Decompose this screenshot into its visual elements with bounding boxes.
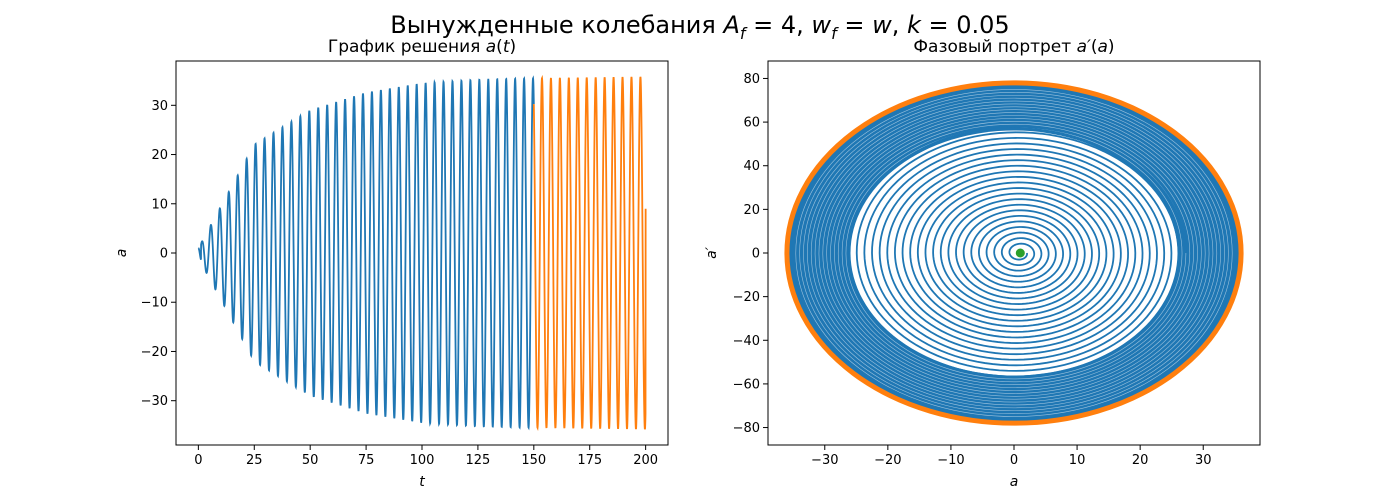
- time-plot-ticks: 0 25 50 75 100 125 150 175 200 −30 −20 −10 0 10 20 30: [141, 99, 658, 468]
- phase-plot-ylabel: a′: [704, 246, 720, 259]
- phase-plot-xtick-label: 20: [1132, 453, 1149, 468]
- phase-plot-ytick-label: 40: [743, 159, 760, 174]
- phase-plot-ytick-label: −40: [733, 334, 760, 349]
- phase-plot-xtick-label: −20: [874, 453, 901, 468]
- phase-plot-data: [784, 80, 1244, 426]
- time-plot-ylabel: a: [114, 249, 130, 258]
- phase-spiral-gap: [810, 100, 1218, 406]
- phase-plot-ytick-label: −20: [733, 290, 760, 305]
- phase-plot-title: Фазовый портрет a′(a): [913, 37, 1114, 57]
- phase-plot-ticks: −30 −20 −10 0 10 20 30 −80 −60 −40 −20 0 20 40 60 80: [733, 72, 1212, 468]
- time-series-steady-state-line: [532, 74, 647, 431]
- phase-plot-ytick-label: 80: [743, 72, 760, 87]
- time-plot-ytick-label: 30: [151, 99, 168, 114]
- time-plot-xtick-label: 75: [358, 453, 375, 468]
- phase-start-marker: [1015, 248, 1025, 258]
- phase-spiral-gap: [834, 118, 1194, 388]
- phase-spiral-gap: [822, 109, 1206, 397]
- phase-spiral-gap: [807, 97, 1221, 409]
- phase-spiral-gap: [818, 106, 1210, 400]
- time-plot-xtick-label: 0: [194, 453, 202, 468]
- phase-spiral-line: [848, 125, 1187, 378]
- phase-plot-ytick-label: 20: [743, 203, 760, 218]
- time-plot-xtick-label: 125: [465, 453, 490, 468]
- time-plot-ytick-label: 0: [160, 247, 168, 262]
- phase-plot-ytick-label: 0: [752, 247, 760, 262]
- phase-plot-xlabel: a: [1010, 474, 1019, 490]
- time-plot-xtick-label: 25: [246, 453, 263, 468]
- phase-plot-ytick-label: −80: [733, 421, 760, 436]
- phase-plot-xtick-label: 10: [1069, 453, 1086, 468]
- time-plot-xtick-label: 175: [577, 453, 602, 468]
- time-series-transient-line: [197, 75, 535, 431]
- phase-plot-xtick-label: −30: [811, 453, 838, 468]
- time-plot-xlabel: t: [419, 474, 425, 490]
- time-plot-ytick-label: −20: [141, 345, 168, 360]
- phase-plot-frame: [767, 60, 1261, 446]
- time-plot-xtick-label: 50: [302, 453, 319, 468]
- phase-spiral-gap: [830, 115, 1198, 391]
- time-plot-ytick-label: −30: [141, 394, 168, 409]
- time-plot: График решения a(t) 0 25 50 75 100 125 150 175 2…: [114, 37, 669, 490]
- phase-plot-xtick-label: 0: [1010, 453, 1018, 468]
- phase-plot-xtick-label: −10: [937, 453, 964, 468]
- time-plot-ytick-label: 20: [151, 148, 168, 163]
- time-plot-xtick-label: 200: [633, 453, 658, 468]
- phase-spiral-gap: [826, 112, 1202, 394]
- figure-suptitle: Вынужденные колебания Af = 4, wf = w, k …: [390, 11, 1009, 43]
- phase-plot-ytick-label: 60: [743, 116, 760, 131]
- phase-spiral-gap: [799, 92, 1229, 414]
- phase-spiral-gap: [803, 94, 1225, 412]
- time-plot-data: [197, 74, 647, 431]
- phase-spiral-gap: [795, 89, 1233, 417]
- phase-limit-cycle: [784, 80, 1244, 426]
- time-plot-ytick-label: 10: [151, 197, 168, 212]
- phase-spiral-gap: [814, 103, 1214, 403]
- time-plot-frame: [175, 60, 669, 446]
- phase-plot-xtick-label: 30: [1195, 453, 1212, 468]
- phase-spiral-inner-area: [850, 130, 1178, 376]
- phase-plot-ytick-label: −60: [733, 377, 760, 392]
- time-plot-xtick-label: 100: [410, 453, 435, 468]
- time-plot-ytick-label: −10: [141, 296, 168, 311]
- time-plot-title: График решения a(t): [328, 37, 516, 57]
- phase-spiral-gap: [837, 120, 1191, 386]
- phase-plot: Фазовый портрет a′(a) −30 −20 −10 0 10 20 30 −8…: [704, 37, 1261, 490]
- time-plot-xtick-label: 150: [521, 453, 546, 468]
- phase-spiral-gap: [841, 123, 1187, 383]
